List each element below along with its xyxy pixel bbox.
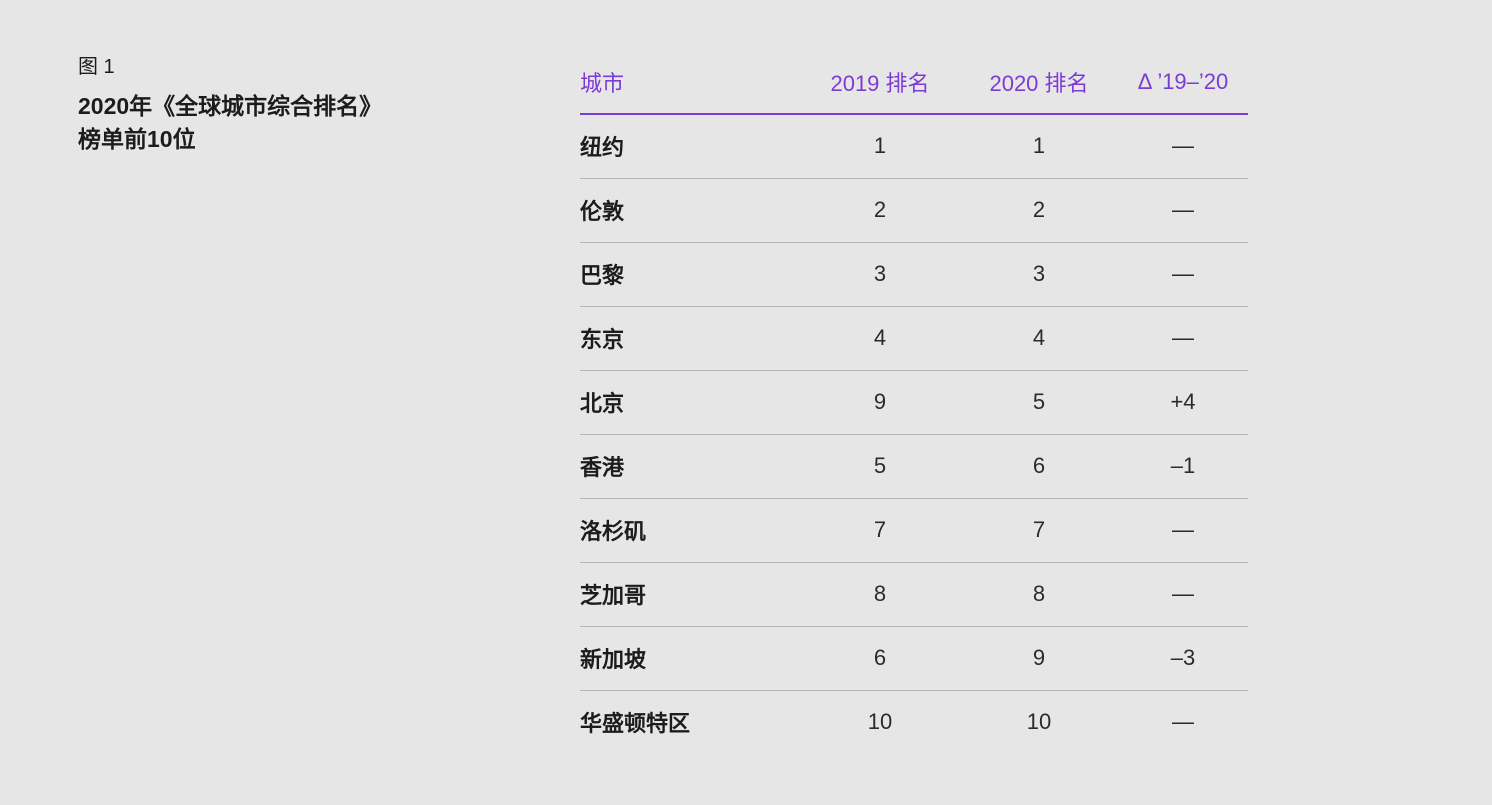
cell-delta: — — [1172, 517, 1194, 542]
table-row: 东京 4 4 — — [580, 306, 1248, 370]
cell-delta: — — [1172, 325, 1194, 350]
cell-rank-2020: 5 — [1032, 389, 1046, 414]
cell-city: 巴黎 — [580, 263, 625, 288]
cell-rank-2019: 5 — [873, 453, 887, 478]
cell-city: 东京 — [580, 327, 625, 352]
cell-rank-2020: 4 — [1032, 325, 1046, 350]
cell-city: 北京 — [580, 391, 625, 416]
cell-delta: –1 — [1170, 453, 1196, 478]
cell-delta: — — [1172, 197, 1194, 222]
table-row: 新加坡 6 9 –3 — [580, 626, 1248, 690]
cell-rank-2019: 8 — [873, 581, 887, 606]
figure-title-line-2: 榜单前10位 — [78, 126, 196, 152]
cell-rank-2020: 9 — [1032, 645, 1046, 670]
cell-city: 香港 — [580, 455, 625, 480]
cell-delta: –3 — [1170, 645, 1196, 670]
figure-title: 2020年《全球城市综合排名》 榜单前10位 — [78, 90, 518, 156]
cell-rank-2019: 2 — [873, 197, 887, 222]
cell-rank-2020: 8 — [1032, 581, 1046, 606]
cell-rank-2020: 6 — [1032, 453, 1046, 478]
table-row: 芝加哥 8 8 — — [580, 562, 1248, 626]
cell-delta: — — [1172, 261, 1194, 286]
cell-city: 华盛顿特区 — [580, 711, 691, 737]
figure-label: 图 1 — [78, 56, 115, 78]
city-ranking-table: 城市 2019 排名 2020 排名 Δ ’19–’20 纽约 1 1— 伦敦 2 2— 巴… — [580, 50, 1248, 754]
table-row: 伦敦 2 2 — — [580, 178, 1248, 242]
table-row: 洛杉矶 7 7 — — [580, 498, 1248, 562]
cell-delta: — — [1172, 709, 1194, 735]
table-body: 纽约 1 1— 伦敦 2 2— 巴黎 3 3— 东京 4 4— 北京 9 5 +4 香港 5 6 –1 洛杉矶 7 7— 芝加… — [580, 114, 1248, 754]
cell-rank-2020: 7 — [1032, 517, 1046, 542]
cell-city: 纽约 — [580, 135, 625, 161]
table-row: 巴黎 3 3 — — [580, 242, 1248, 306]
cell-city: 新加坡 — [580, 647, 647, 672]
column-header-city: 城市 — [580, 50, 800, 115]
table-row: 纽约 1 1 — — [580, 114, 1248, 178]
cell-delta: +4 — [1170, 389, 1196, 414]
table-header-row: 城市 2019 排名 2020 排名 Δ ’19–’20 — [580, 50, 1248, 115]
cell-rank-2019: 6 — [873, 645, 887, 670]
figure-caption: 图 1 2020年《全球城市综合排名》 榜单前10位 — [78, 50, 518, 156]
column-header-2020-rank: 2020 排名 — [960, 50, 1118, 115]
table-row: 香港 5 6 –1 — [580, 434, 1248, 498]
table-row: 华盛顿特区 10 10 — — [580, 690, 1248, 754]
cell-city: 芝加哥 — [580, 583, 647, 608]
cell-rank-2019: 9 — [873, 389, 887, 414]
cell-city: 洛杉矶 — [580, 519, 647, 544]
cell-rank-2019: 1 — [873, 133, 887, 159]
column-header-2019-rank: 2019 排名 — [800, 50, 960, 115]
cell-delta: — — [1172, 581, 1194, 606]
cell-city: 伦敦 — [580, 199, 625, 224]
table-row: 北京 9 5 +4 — [580, 370, 1248, 434]
cell-rank-2020: 2 — [1032, 197, 1046, 222]
cell-rank-2020: 3 — [1032, 261, 1046, 286]
cell-rank-2019: 10 — [867, 709, 893, 735]
cell-delta: — — [1172, 133, 1194, 159]
column-header-delta: Δ ’19–’20 — [1118, 50, 1248, 115]
cell-rank-2019: 3 — [873, 261, 887, 286]
cell-rank-2020: 1 — [1032, 133, 1046, 159]
cell-rank-2020: 10 — [1026, 709, 1052, 735]
cell-rank-2019: 7 — [873, 517, 887, 542]
figure-title-line-1: 2020年《全球城市综合排名》 — [78, 93, 383, 119]
cell-rank-2019: 4 — [873, 325, 887, 350]
